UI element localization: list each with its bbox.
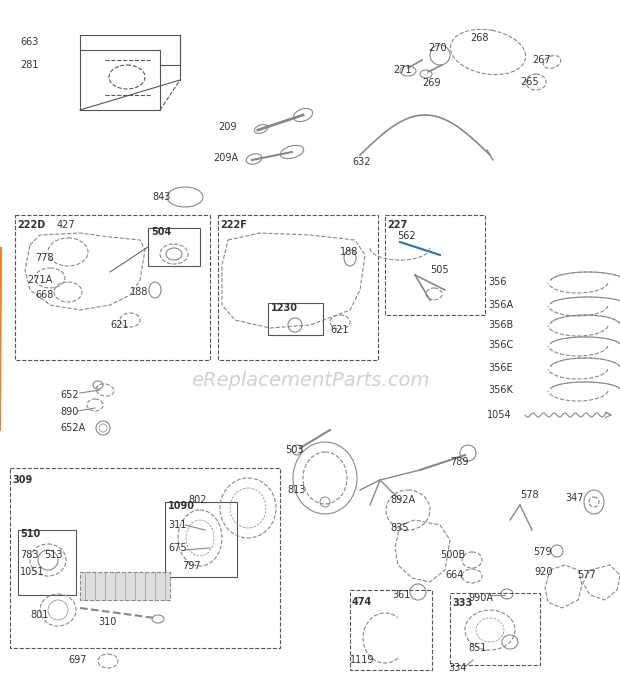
Text: 310: 310 (98, 617, 117, 627)
Text: 474: 474 (352, 597, 372, 607)
Text: 270: 270 (428, 43, 446, 53)
Text: 843: 843 (152, 192, 171, 202)
Bar (18, 530, 76, 595)
Text: 835: 835 (390, 523, 409, 533)
Text: 1119: 1119 (350, 655, 374, 665)
Bar (165, 502, 237, 577)
Text: 503: 503 (285, 445, 304, 455)
Text: 778: 778 (35, 253, 53, 263)
Text: 562: 562 (397, 231, 415, 241)
Text: 356A: 356A (488, 300, 513, 310)
Text: 664: 664 (445, 570, 463, 580)
Text: 668: 668 (35, 290, 53, 300)
Text: 504: 504 (151, 227, 171, 237)
Text: 783: 783 (20, 550, 38, 560)
Bar (385, 215, 485, 315)
Text: 510: 510 (20, 529, 40, 539)
Text: 652A: 652A (60, 423, 86, 433)
Text: 356C: 356C (488, 340, 513, 350)
Text: 851: 851 (468, 643, 487, 653)
Text: 281: 281 (20, 60, 38, 70)
Text: 1054: 1054 (487, 410, 512, 420)
Text: 663: 663 (20, 37, 38, 47)
Text: 801: 801 (30, 610, 48, 620)
Text: 577: 577 (577, 570, 596, 580)
Text: 271A: 271A (27, 275, 52, 285)
Text: 797: 797 (182, 561, 201, 571)
Text: 1051: 1051 (20, 567, 45, 577)
Bar (10, 468, 280, 648)
Text: 188: 188 (340, 247, 358, 257)
Text: 222D: 222D (17, 220, 45, 230)
Bar (148, 228, 200, 266)
Text: 267: 267 (532, 55, 551, 65)
Bar (15, 215, 210, 360)
Text: 890: 890 (60, 407, 78, 417)
Bar (450, 593, 540, 665)
Text: 227: 227 (387, 220, 407, 230)
Text: 271: 271 (393, 65, 412, 75)
Text: eReplacementParts.com: eReplacementParts.com (191, 371, 429, 389)
Text: 892A: 892A (390, 495, 415, 505)
Text: 356K: 356K (488, 385, 513, 395)
Text: 652: 652 (60, 390, 79, 400)
Text: 361: 361 (392, 590, 410, 600)
Text: 265: 265 (520, 77, 539, 87)
Text: 675: 675 (168, 543, 187, 553)
Bar (268, 303, 323, 335)
Text: 309: 309 (12, 475, 32, 485)
Text: 356E: 356E (488, 363, 513, 373)
Bar (350, 590, 432, 670)
Text: 802: 802 (188, 495, 206, 505)
Text: 505: 505 (430, 265, 449, 275)
Text: 621: 621 (330, 325, 348, 335)
Text: 356: 356 (488, 277, 507, 287)
Text: 500B: 500B (440, 550, 465, 560)
Text: 333: 333 (452, 598, 472, 608)
Text: 1090: 1090 (168, 501, 195, 511)
Text: 188: 188 (130, 287, 148, 297)
Text: 209: 209 (218, 122, 236, 132)
Text: 222F: 222F (220, 220, 247, 230)
Text: 347: 347 (565, 493, 583, 503)
Text: 789: 789 (450, 457, 469, 467)
Text: 311: 311 (168, 520, 187, 530)
Bar (218, 215, 378, 360)
Text: 1230: 1230 (271, 303, 298, 313)
Text: 621: 621 (110, 320, 128, 330)
Text: 697: 697 (68, 655, 87, 665)
Text: 209A: 209A (213, 153, 238, 163)
Text: 632: 632 (352, 157, 371, 167)
Text: 356B: 356B (488, 320, 513, 330)
Text: 579: 579 (533, 547, 552, 557)
Text: 269: 269 (422, 78, 440, 88)
Bar (80, 572, 170, 600)
Text: 334: 334 (448, 663, 466, 673)
Text: 813: 813 (287, 485, 306, 495)
Text: 990A: 990A (468, 593, 493, 603)
Text: 427: 427 (57, 220, 76, 230)
Text: 578: 578 (520, 490, 539, 500)
Text: 268: 268 (470, 33, 489, 43)
Text: 920: 920 (534, 567, 552, 577)
Text: 513: 513 (44, 550, 63, 560)
